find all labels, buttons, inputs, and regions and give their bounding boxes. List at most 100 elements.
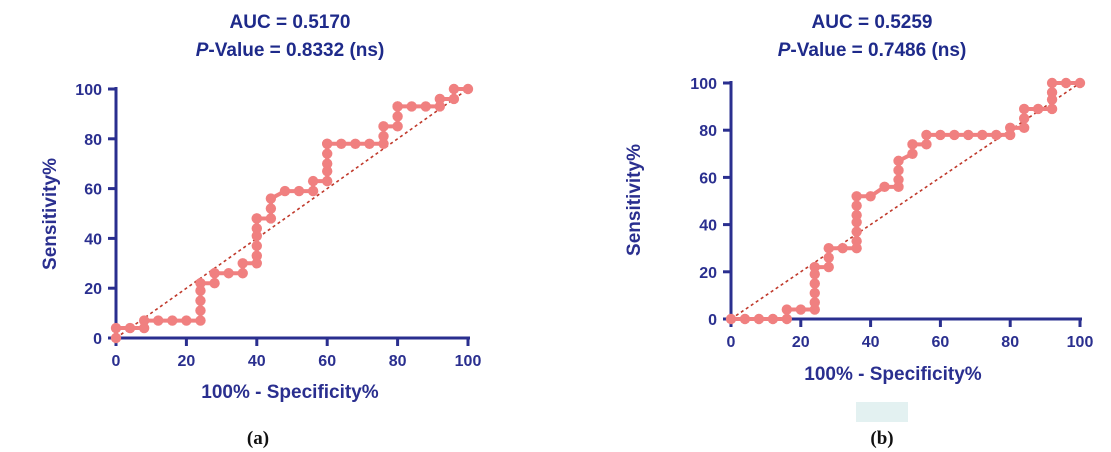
panel-b-roc-point: [851, 191, 862, 202]
panel-a-pvalue-p: P: [196, 40, 209, 61]
panel-b-roc-point: [851, 209, 862, 221]
panel-a-roc-point: [195, 295, 206, 306]
panel-b-roc-point: [809, 287, 820, 299]
panel-a-roc-point: [195, 285, 206, 296]
panel-b-roc-point: [921, 129, 932, 141]
panel-a-roc-point: [279, 185, 291, 197]
panel-a-reference-line: [115, 88, 469, 339]
panel-a-roc-point: [265, 213, 277, 224]
panel-a-x-axis-label: 100% - Specificity%: [201, 382, 379, 403]
panel-a-roc-point: [448, 83, 460, 95]
panel-a-roc-point: [181, 315, 192, 326]
panel-a-x-tick-label: 60: [318, 353, 336, 370]
panel-a-roc-point: [251, 240, 262, 252]
panel-a-roc-point: [110, 332, 122, 344]
panel-a-y-tick-label: 0: [93, 331, 102, 348]
panel-b-reference-line: [730, 82, 1081, 320]
panel-a-roc-point: [138, 315, 150, 326]
panel-a-diagonal: [115, 88, 469, 339]
panel-a-roc-point: [110, 322, 122, 334]
panel-a-roc-point: [322, 158, 333, 169]
panel-b-y-ticks: 0 20 40 60 80 100: [690, 76, 731, 329]
panel-a-roc-point: [251, 213, 262, 224]
panel-a-roc-point: [434, 101, 446, 112]
panel-a-roc-point: [322, 138, 333, 149]
panel-a-roc-point: [336, 138, 347, 149]
panel-b-y-tick-label: 0: [708, 312, 717, 329]
panel-b-x-tick-label: 100: [1067, 334, 1094, 351]
panel-a-roc-point: [392, 111, 403, 122]
panel-b-x-tick-label: 80: [1001, 334, 1019, 351]
panel-a-roc-point: [462, 83, 474, 95]
panel-a-roc-point: [223, 268, 234, 279]
panel-b-x-tick-label: 20: [792, 334, 810, 351]
panel-b-roc-curve: [725, 77, 1086, 325]
panel-b-roc-point: [963, 129, 974, 141]
panel-a-roc-point: [167, 315, 178, 326]
panel-a-y-tick-label: 40: [84, 231, 102, 248]
panel-a-x-tick-label: 80: [389, 353, 407, 370]
panel-b-roc-point: [935, 129, 946, 141]
panel-b-roc-point: [1018, 122, 1030, 134]
panel-b-roc-point: [851, 235, 862, 247]
panel-a-roc-point: [322, 165, 333, 177]
panel-a-roc-point: [293, 185, 305, 197]
panel-b-roc-point: [725, 313, 737, 325]
panel-a-y-tick-label: 80: [84, 132, 102, 149]
panel-a-roc-point: [322, 175, 333, 187]
panel-b-x-tick-label: 60: [932, 334, 950, 351]
panel-b-roc-point: [767, 313, 779, 325]
panel-b-roc-point: [753, 313, 765, 325]
panel-b-pvalue-rest: -Value = 0.7486 (ns): [790, 40, 966, 61]
panel-b-title-pvalue: P-Value = 0.7486 (ns): [778, 40, 967, 61]
panel-a-roc-point: [124, 322, 136, 334]
panel-b-roc-point: [837, 243, 848, 254]
panel-a-roc-point: [378, 138, 389, 149]
panel-b-roc-point: [1046, 103, 1058, 115]
panel-a-roc-point: [307, 175, 319, 187]
panel-a-roc-point: [251, 250, 262, 262]
panel-b-roc-point: [781, 304, 793, 315]
panel-b-roc-point: [809, 297, 820, 308]
panel-b-diagonal: [730, 82, 1081, 320]
panel-a-roc-point: [251, 230, 262, 242]
panel-a-title-auc: AUC = 0.5170: [230, 12, 351, 33]
panel-a-roc-point: [237, 268, 248, 279]
panel-a-roc-point: [392, 121, 403, 132]
panel-b-roc-point: [1060, 77, 1072, 89]
panel-a-roc-point: [138, 322, 150, 334]
panel-a-pvalue-rest: -Value = 0.8332 (ns): [208, 40, 384, 61]
panel-a-y-tick-label: 100: [75, 82, 102, 99]
panel-b-x-ticks: 0 20 40 60 80 100: [727, 319, 1094, 351]
panel-a-roc-point: [392, 101, 403, 112]
panel-a-roc-point: [448, 93, 460, 105]
panel-a-roc-point: [350, 138, 361, 149]
panel-a: AUC = 0.5170 P-Value = 0.8332 (ns) 0 20 40…: [40, 12, 481, 449]
panel-a-roc-point: [322, 148, 333, 159]
panel-b-roc-point: [1018, 113, 1030, 124]
panel-b-roc-point: [977, 129, 988, 141]
panel-b-y-axis-label: Sensitivity%: [624, 144, 645, 256]
panel-a-roc-point: [195, 278, 206, 289]
panel-b-y-tick-label: 80: [699, 123, 717, 140]
highlight-box: [856, 402, 908, 422]
panel-b-pvalue-p: P: [778, 40, 791, 61]
panel-a-roc-point: [378, 121, 389, 132]
panel-a-roc-point: [153, 315, 164, 326]
panel-a-x-tick-label: 0: [112, 353, 121, 370]
panel-b: AUC = 0.5259 P-Value = 0.7486 (ns) 0 20 40…: [624, 12, 1093, 449]
panel-b-roc-point: [1032, 103, 1044, 115]
panel-b-roc-point: [991, 129, 1002, 141]
panel-a-title-pvalue: P-Value = 0.8332 (ns): [196, 40, 385, 61]
panel-a-x-tick-label: 100: [455, 353, 482, 370]
panel-a-roc-point: [364, 138, 375, 149]
panel-a-y-tick-label: 20: [84, 281, 102, 298]
panel-b-roc-point: [781, 313, 793, 325]
panel-a-roc-point: [420, 101, 431, 112]
panel-b-roc-point: [851, 200, 862, 211]
panel-a-roc-point: [195, 305, 206, 316]
panel-a-roc-point: [237, 258, 248, 269]
panel-b-roc-point: [893, 174, 904, 185]
panel-b-roc-point: [907, 148, 918, 159]
